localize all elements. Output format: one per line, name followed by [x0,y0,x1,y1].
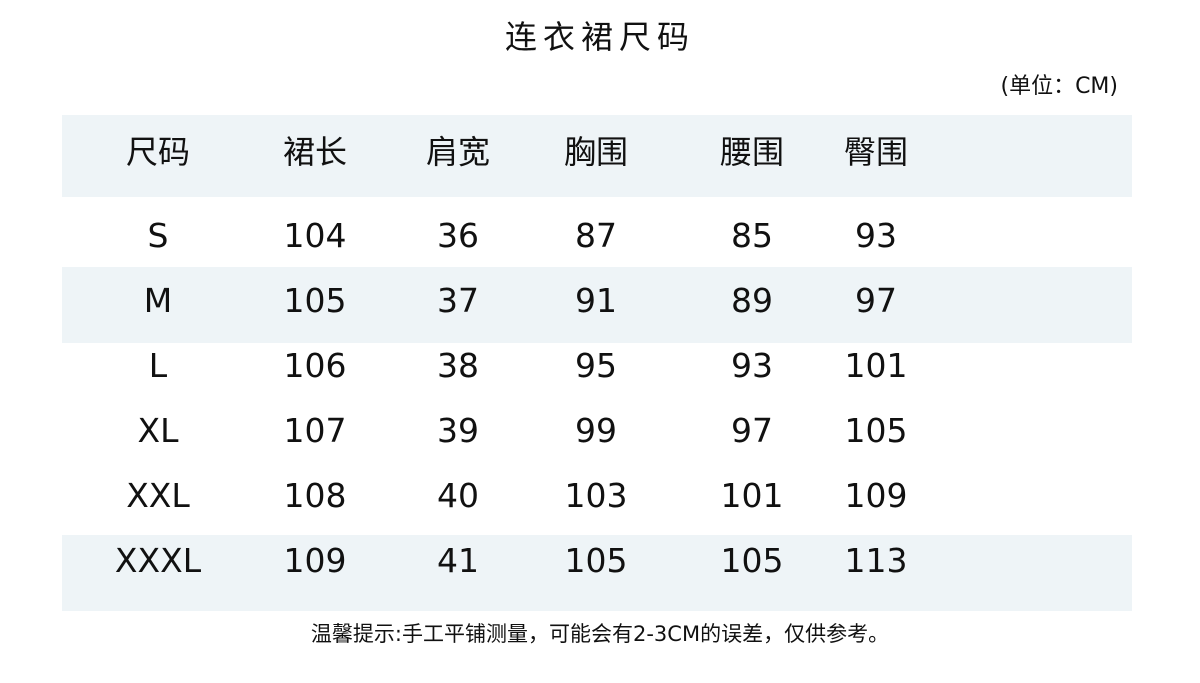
column-header: 臀围 [843,133,908,171]
table-cell: 107 [283,411,347,450]
row-band-xxxl [62,535,1132,611]
table-cell: 101 [720,476,784,515]
table-cell: 91 [575,281,617,320]
size-label: S [147,216,169,255]
column-header: 胸围 [563,133,628,171]
table-cell: 97 [855,281,897,320]
column-header: 尺码 [125,133,190,171]
table-cell: 39 [437,411,479,450]
size-label: M [143,281,173,320]
table-cell: 41 [437,541,479,580]
table-cell: 109 [844,476,908,515]
table-cell: 108 [283,476,347,515]
measurement-note: 温馨提示:手工平铺测量，可能会有2-3CM的误差，仅供参考。 [310,622,890,646]
page-title: 连衣裙尺码 [504,18,695,56]
table-cell: 105 [844,411,908,450]
table-cell: 101 [844,346,908,385]
table-cell: 85 [731,216,773,255]
column-header: 腰围 [719,133,784,171]
table-cell: 109 [283,541,347,580]
size-label: XXL [126,476,190,515]
table-cell: 97 [731,411,773,450]
size-label: XL [137,411,179,450]
size-label: XXXL [114,541,202,580]
table-cell: 38 [437,346,479,385]
column-header: 裙长 [282,133,347,171]
table-cell: 40 [437,476,479,515]
header-band [62,115,1132,197]
table-cell: 95 [575,346,617,385]
table-cell: 106 [283,346,347,385]
table-cell: 87 [575,216,617,255]
table-cell: 105 [283,281,347,320]
table-cell: 37 [437,281,479,320]
row-band-m [62,267,1132,343]
column-header: 肩宽 [425,133,490,171]
table-cell: 103 [564,476,628,515]
table-cell: 105 [564,541,628,580]
table-cell: 105 [720,541,784,580]
size-label: L [148,346,168,385]
table-cell: 93 [731,346,773,385]
unit-label: (单位：CM) [1000,74,1118,99]
table-cell: 104 [283,216,347,255]
table-cell: 113 [844,541,908,580]
table-cell: 93 [855,216,897,255]
table-cell: 99 [575,411,617,450]
table-cell: 89 [731,281,773,320]
table-cell: 36 [437,216,479,255]
